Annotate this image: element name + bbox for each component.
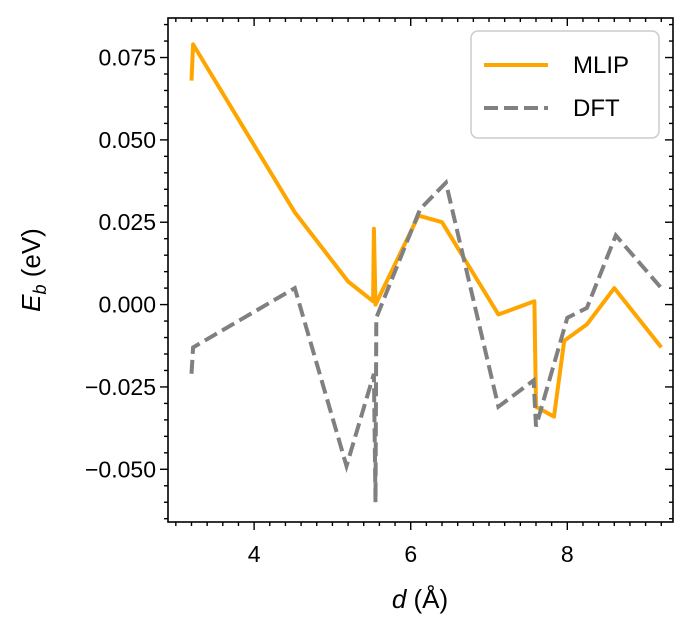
y-axis-label-unit: (eV) [16, 228, 46, 284]
x-axis-label-var: d [392, 584, 408, 614]
y-tick-label: −0.025 [85, 374, 156, 400]
y-tick-label: 0.050 [98, 127, 156, 153]
plot-frame [167, 17, 674, 523]
y-axis-label-sub: b [30, 284, 50, 294]
x-tick-label: 8 [561, 541, 574, 567]
legend: MLIP DFT [470, 30, 660, 139]
series-line-mlip [189, 42, 663, 419]
x-axis-label-unit: (Å) [406, 584, 448, 614]
legend-label-dft: DFT [573, 95, 620, 122]
y-axis-label-var: E [16, 294, 46, 312]
legend-box [470, 30, 660, 139]
ticks-layer: 4 6 8 0.075 0.050 0.025 0.000 −0.025 −0.050 [85, 18, 673, 567]
y-tick-label: 0.025 [98, 209, 156, 235]
y-axis-label: Eb (eV) [16, 228, 50, 312]
y-tick-label: −0.050 [85, 456, 156, 482]
y-tick-label: 0.000 [98, 292, 156, 318]
x-tick-label: 6 [404, 541, 417, 567]
series-layer [189, 42, 663, 503]
legend-label-mlip: MLIP [573, 52, 629, 79]
x-axis-label: d (Å) [392, 584, 448, 614]
x-tick-label: 4 [248, 541, 261, 567]
y-tick-label: 0.075 [98, 45, 156, 71]
